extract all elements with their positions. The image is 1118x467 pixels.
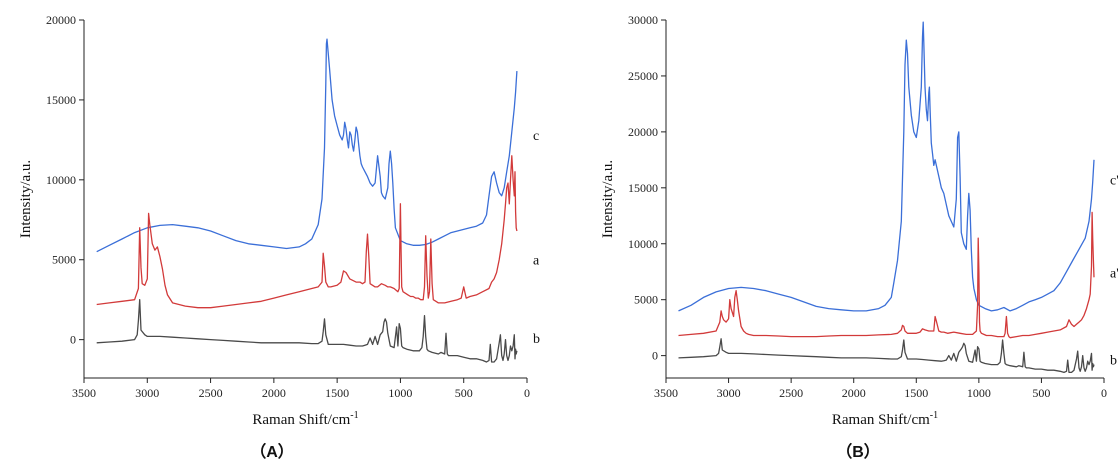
y-tick-label: 10000 [628, 237, 658, 251]
series-line-c [96, 38, 518, 253]
series-line-a [96, 155, 518, 309]
x-tick-label: 3000 [717, 386, 741, 400]
panel-label: （A） [250, 443, 294, 461]
x-tick-label: 1000 [967, 386, 991, 400]
curve-label: c [533, 129, 539, 144]
y-tick-label: 5000 [634, 293, 658, 307]
series-line-b [678, 338, 1095, 374]
x-axis-title-text: Raman Shift/cm [252, 412, 350, 428]
x-tick-label: 0 [524, 386, 530, 400]
panel-b: 3500 3000 2500 2000 1500 1000 500 0050001000015… [600, 13, 1118, 461]
x-axis-title-text: Raman Shift/cm [832, 412, 930, 428]
x-axis-title-superscript: -1 [350, 410, 358, 421]
y-tick-label: 5000 [52, 253, 76, 267]
x-tick-label: 3500 [654, 386, 678, 400]
y-axis-title: Intensity/a.u. [600, 160, 616, 238]
y-tick-label: 0 [652, 349, 658, 363]
x-tick-label: 2000 [842, 386, 866, 400]
curve-label: b [1110, 354, 1117, 369]
x-tick-label: 1500 [904, 386, 928, 400]
x-axis-title: Raman Shift/cm-1 [832, 410, 938, 428]
x-tick-label: 2500 [199, 386, 223, 400]
x-tick-label: 1000 [388, 386, 412, 400]
x-axis-title-superscript: -1 [930, 410, 938, 421]
y-tick-label: 30000 [628, 13, 658, 27]
curve-label: a' [1110, 266, 1118, 281]
x-tick-label: 500 [1032, 386, 1050, 400]
y-tick-label: 20000 [46, 13, 76, 27]
series-line-b [96, 299, 518, 363]
y-axis-title: Intensity/a.u. [18, 160, 34, 238]
panel-a: 3500 3000 2500 2000 1500 1000 500 0050001000015… [18, 13, 540, 461]
x-tick-label: 3500 [72, 386, 96, 400]
series-line-cp [678, 21, 1095, 312]
y-tick-label: 15000 [46, 93, 76, 107]
y-tick-label: 0 [70, 333, 76, 347]
x-tick-label: 3000 [135, 386, 159, 400]
panel-label: （B） [836, 443, 880, 461]
curve-label: a [533, 254, 540, 269]
x-axis-title: Raman Shift/cm-1 [252, 410, 358, 428]
x-tick-label: 2500 [779, 386, 803, 400]
y-tick-label: 15000 [628, 181, 658, 195]
x-tick-label: 2000 [262, 386, 286, 400]
x-tick-label: 500 [455, 386, 473, 400]
x-tick-label: 0 [1101, 386, 1107, 400]
y-tick-label: 20000 [628, 125, 658, 139]
series-line-ap [678, 211, 1095, 339]
curve-label: c' [1110, 173, 1118, 188]
y-tick-label: 25000 [628, 69, 658, 83]
x-tick-label: 1500 [325, 386, 349, 400]
y-tick-label: 10000 [46, 173, 76, 187]
curve-label: b [533, 332, 540, 347]
